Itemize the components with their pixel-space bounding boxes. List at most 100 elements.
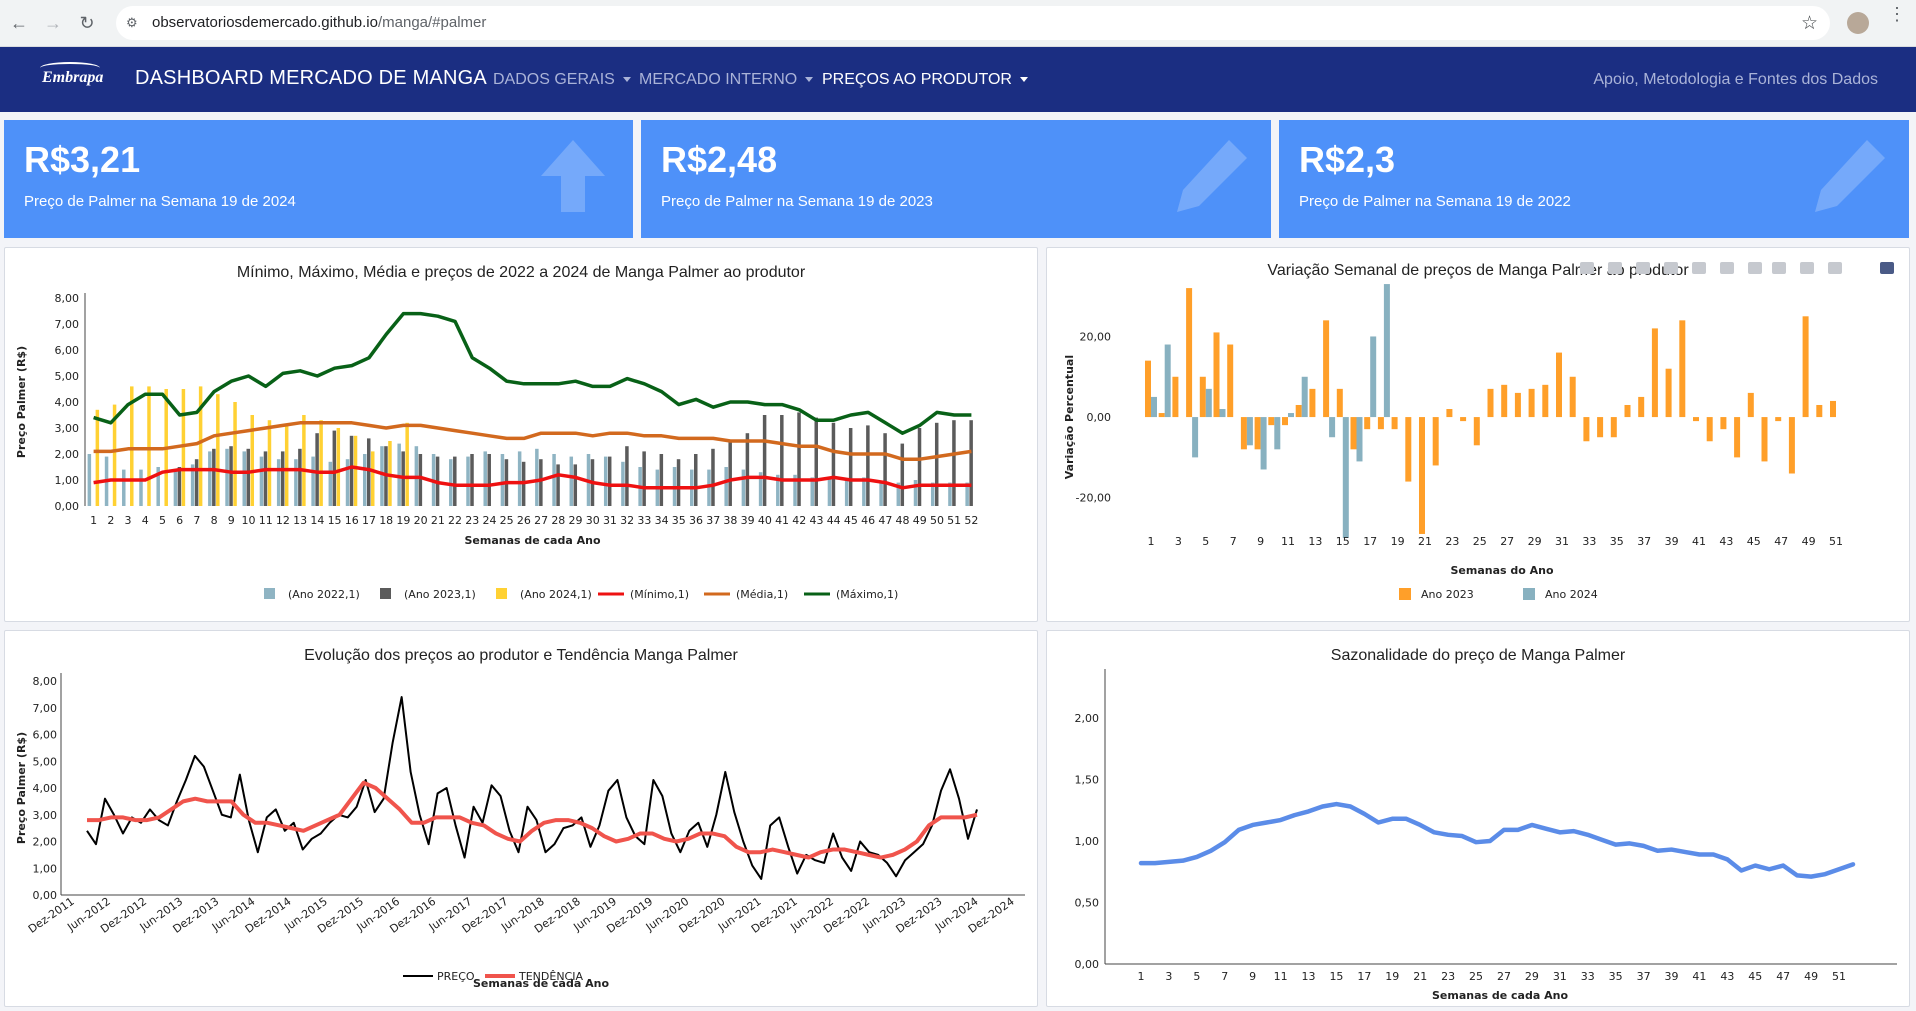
- url-text[interactable]: observatoriosdemercado.github.io/manga/#…: [152, 14, 487, 31]
- bar: [707, 469, 711, 506]
- x-tick-label: 24: [482, 514, 496, 527]
- embrapa-logo-arc-icon: [40, 62, 100, 74]
- profile-avatar[interactable]: [1847, 12, 1869, 34]
- x-tick-label: 31: [603, 514, 617, 527]
- legend-label: Ano 2024: [1545, 588, 1598, 601]
- navbar-brand[interactable]: DASHBOARD MERCADO DE MANGA: [135, 67, 487, 89]
- bar: [1254, 417, 1261, 450]
- legend-label: PREÇO: [437, 970, 475, 983]
- y-tick-label: 20,00: [1080, 330, 1112, 343]
- series-line: [93, 421, 972, 461]
- nav-precos-ao-produtor[interactable]: PREÇOS AO PRODUTOR: [822, 71, 1028, 89]
- kpi-label: Preço de Palmer na Semana 19 de 2023: [661, 193, 933, 210]
- autoscale-icon[interactable]: [1720, 262, 1734, 274]
- x-tick-label: 33: [1581, 970, 1595, 983]
- bar: [1268, 417, 1275, 426]
- bar: [1301, 376, 1308, 418]
- camera-icon[interactable]: [1580, 262, 1594, 274]
- x-tick-label: 28: [551, 514, 565, 527]
- chart-min-max-svg: 0,001,002,003,004,005,006,007,008,001 2 3 4…: [15, 292, 978, 601]
- bar: [879, 482, 883, 506]
- forward-icon[interactable]: →: [44, 13, 62, 33]
- y-tick-label: 1,50: [1075, 773, 1100, 786]
- zoom-icon[interactable]: [1608, 262, 1622, 274]
- bar: [603, 456, 608, 506]
- y-tick-label: 0,00: [33, 889, 58, 902]
- nav-apoio-metodologia[interactable]: Apoio, Metodologia e Fontes dos Dados: [1593, 71, 1878, 88]
- bar: [517, 451, 522, 506]
- legend-swatch: [496, 588, 507, 599]
- x-tick-label: 47: [1776, 970, 1790, 983]
- back-icon[interactable]: ←: [10, 13, 28, 33]
- x-tick-label: 29: [569, 514, 583, 527]
- hover-compare-icon[interactable]: [1800, 262, 1814, 274]
- bar: [1775, 417, 1782, 422]
- bar: [659, 454, 664, 506]
- bookmark-star-icon[interactable]: ☆: [1800, 13, 1818, 34]
- legend-label: TENDÊNCIA: [518, 970, 583, 983]
- x-tick-label: 11: [1274, 970, 1288, 983]
- nav-mercado-interno[interactable]: MERCADO INTERNO: [639, 71, 814, 89]
- bar: [1610, 417, 1617, 438]
- reload-icon[interactable]: ↻: [79, 13, 95, 33]
- bar: [453, 456, 457, 506]
- x-tick-label: 11: [1281, 535, 1295, 548]
- x-tick-label: 12: [276, 514, 290, 527]
- spike-lines-icon[interactable]: [1772, 262, 1786, 274]
- chart-panel-evolucao: Evolução dos preços ao produtor e Tendên…: [4, 630, 1038, 1007]
- x-axis-title: Semanas de cada Ano: [1432, 989, 1568, 1002]
- bar: [1830, 400, 1836, 418]
- bar: [776, 474, 780, 506]
- zoom-in-icon[interactable]: [1664, 262, 1678, 274]
- bar: [1158, 413, 1165, 418]
- chart-title: Evolução dos preços ao produtor e Tendên…: [304, 647, 738, 664]
- x-tick-label: 17: [1363, 535, 1377, 548]
- bar: [263, 451, 268, 506]
- nav-dados-gerais[interactable]: DADOS GERAIS: [493, 71, 631, 89]
- bar: [194, 459, 199, 506]
- x-tick-label: 1: [1138, 970, 1145, 983]
- site-settings-icon[interactable]: ⚙: [126, 15, 138, 30]
- menu-kebab-icon[interactable]: ⋮: [1888, 4, 1906, 24]
- bar: [336, 428, 341, 506]
- x-tick-label: 21: [1413, 970, 1427, 983]
- bar: [831, 422, 836, 506]
- reset-axes-icon[interactable]: [1748, 262, 1762, 274]
- kpi-value: R$2,3: [1299, 139, 1396, 180]
- bar: [302, 415, 306, 506]
- y-tick-label: 4,00: [33, 782, 58, 795]
- bar: [642, 451, 646, 506]
- bar: [130, 386, 134, 506]
- legend-label: Ano 2023: [1421, 588, 1474, 601]
- x-tick-label: 29: [1525, 970, 1539, 983]
- pan-icon[interactable]: [1636, 262, 1650, 274]
- y-tick-label: 4,00: [55, 396, 80, 409]
- address-bar[interactable]: ⚙ observatoriosdemercado.github.io/manga…: [116, 6, 1830, 40]
- bar: [466, 456, 470, 506]
- bar: [844, 480, 849, 506]
- bar: [883, 433, 887, 506]
- bar: [965, 482, 969, 506]
- chart-sazonalidade-svg: 0,000,501,001,502,001 3 5 7 9 11 13 15 17 19 21 23 2…: [1075, 669, 1897, 1002]
- bar: [1487, 388, 1494, 418]
- bar: [711, 448, 715, 506]
- zoom-out-icon[interactable]: [1692, 262, 1706, 274]
- bar: [535, 448, 539, 506]
- plotly-logo-icon[interactable]: [1880, 262, 1894, 274]
- x-tick-label: 20: [414, 514, 428, 527]
- bar: [625, 446, 629, 506]
- embrapa-logo[interactable]: Embrapa: [42, 69, 104, 86]
- x-tick-label: 21: [431, 514, 445, 527]
- bar: [1192, 417, 1199, 458]
- x-tick-label: 3: [125, 514, 132, 527]
- bar: [345, 459, 350, 506]
- bar: [449, 459, 453, 506]
- bar: [181, 389, 186, 506]
- x-tick-label: 52: [964, 514, 978, 527]
- x-tick-label: 45: [1747, 535, 1761, 548]
- hover-closest-icon[interactable]: [1828, 262, 1842, 274]
- x-tick-label: 25: [1469, 970, 1483, 983]
- y-axis-title: Preço Palmer (R$): [15, 346, 28, 458]
- bar: [694, 454, 698, 506]
- bar: [1665, 368, 1672, 418]
